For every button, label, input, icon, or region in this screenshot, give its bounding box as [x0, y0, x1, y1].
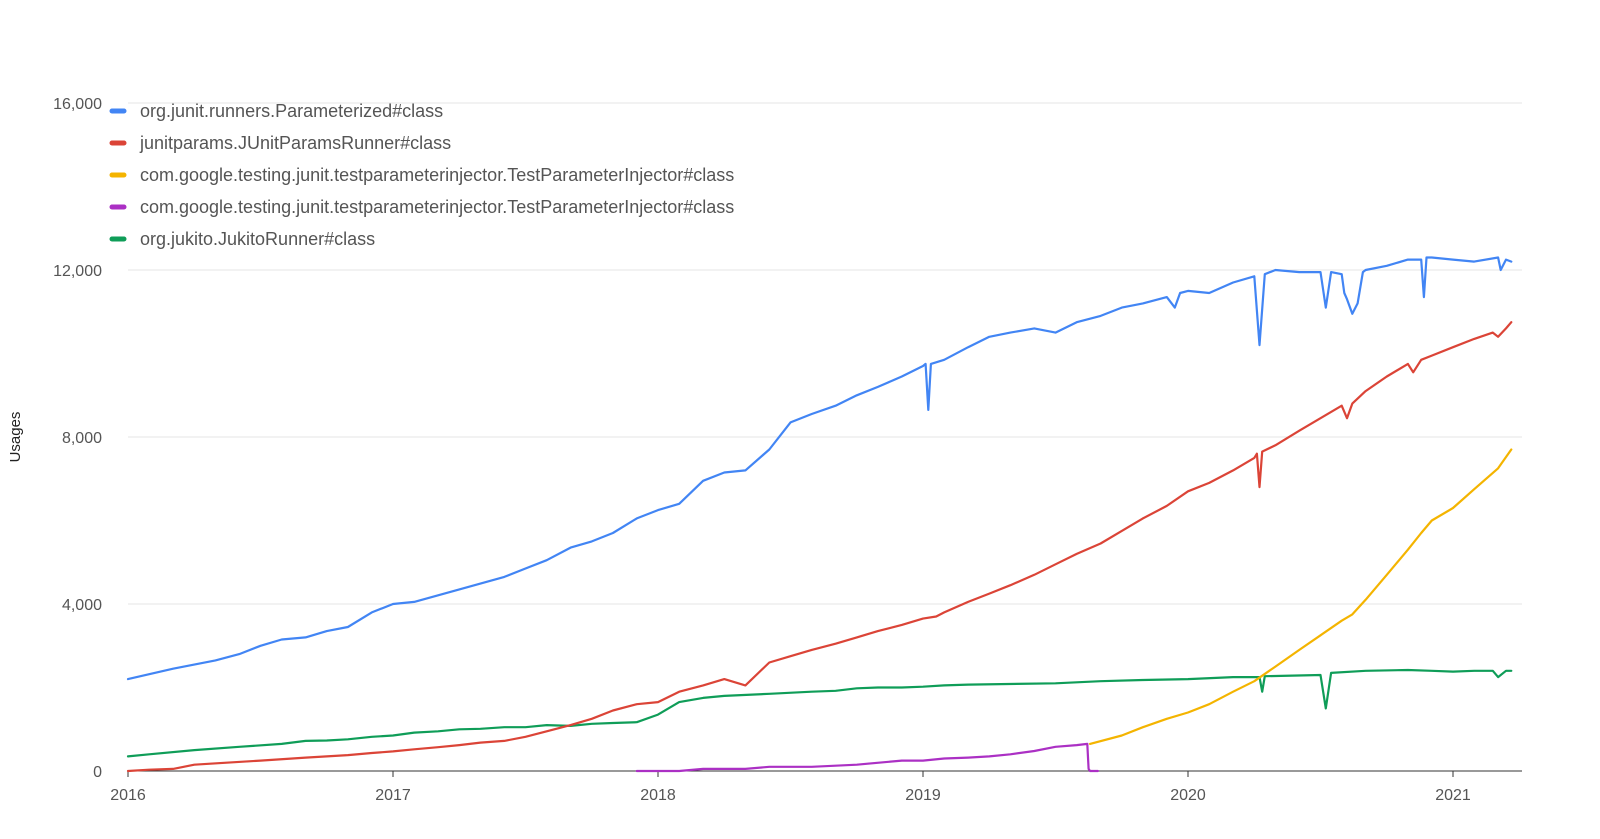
x-tick-label: 2017	[375, 787, 411, 804]
series-line	[126, 668, 1513, 758]
y-tick-label: 8,000	[62, 430, 102, 447]
x-tick-label: 2018	[640, 787, 676, 804]
series-line	[1088, 448, 1513, 745]
y-tick-labels: 0 4,000 8,000 12,000 16,000	[53, 96, 102, 781]
y-tick-label: 12,000	[53, 263, 102, 280]
legend-label: org.jukito.JukitoRunner#class	[140, 229, 375, 249]
x-tick-label: 2016	[110, 787, 146, 804]
x-tick-label: 2021	[1435, 787, 1471, 804]
series-lines	[126, 256, 1513, 773]
y-axis-title: Usages	[7, 412, 24, 463]
series-line	[635, 742, 1099, 773]
x-tick-label: 2019	[905, 787, 941, 804]
x-tick-label: 2020	[1170, 787, 1206, 804]
y-tick-label: 16,000	[53, 96, 102, 113]
y-tick-label: 0	[93, 764, 102, 781]
legend-label: org.junit.runners.Parameterized#class	[140, 101, 443, 121]
legend-label: com.google.testing.junit.testparameterin…	[140, 197, 734, 217]
legend: org.junit.runners.Parameterized#class jun…	[109, 101, 734, 249]
x-tick-labels: 2016 2017 2018 2019 2020 2021	[110, 771, 1471, 804]
series-line	[126, 256, 1513, 681]
series-line	[126, 321, 1513, 773]
legend-label: com.google.testing.junit.testparameterin…	[140, 165, 734, 185]
legend-label: junitparams.JUnitParamsRunner#class	[139, 133, 451, 153]
y-tick-label: 4,000	[62, 597, 102, 614]
